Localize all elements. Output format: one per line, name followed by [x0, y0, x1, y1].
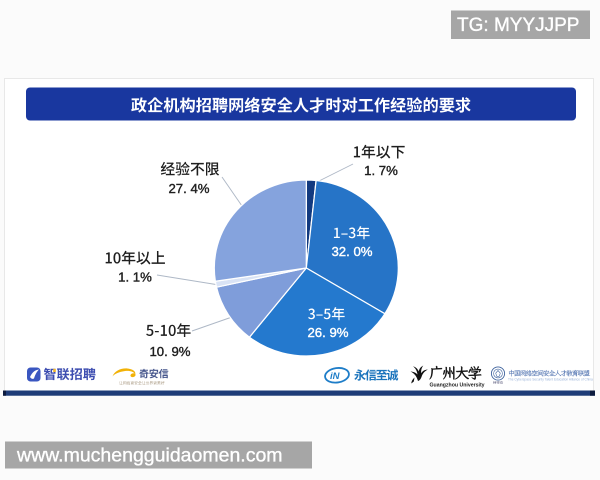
svg-text:Guangzhou University: Guangzhou University [430, 383, 485, 389]
svg-text:1. 1%: 1. 1% [118, 269, 152, 284]
svg-text:iN: iN [330, 371, 341, 382]
svg-text:1. 7%: 1. 7% [364, 163, 398, 178]
svg-text:The Cyberspace Security Talent: The Cyberspace Security Talent Education… [508, 378, 593, 382]
svg-text:32. 0%: 32. 0% [331, 244, 372, 259]
svg-text:27. 4%: 27. 4% [168, 181, 209, 196]
svg-text:26. 9%: 26. 9% [307, 325, 348, 340]
svg-text:10. 9%: 10. 9% [149, 344, 190, 359]
svg-text:TG: MYYJJPP: TG: MYYJJPP [457, 15, 579, 36]
svg-text:www.muchengguidaomen.com: www.muchengguidaomen.com [16, 445, 283, 467]
